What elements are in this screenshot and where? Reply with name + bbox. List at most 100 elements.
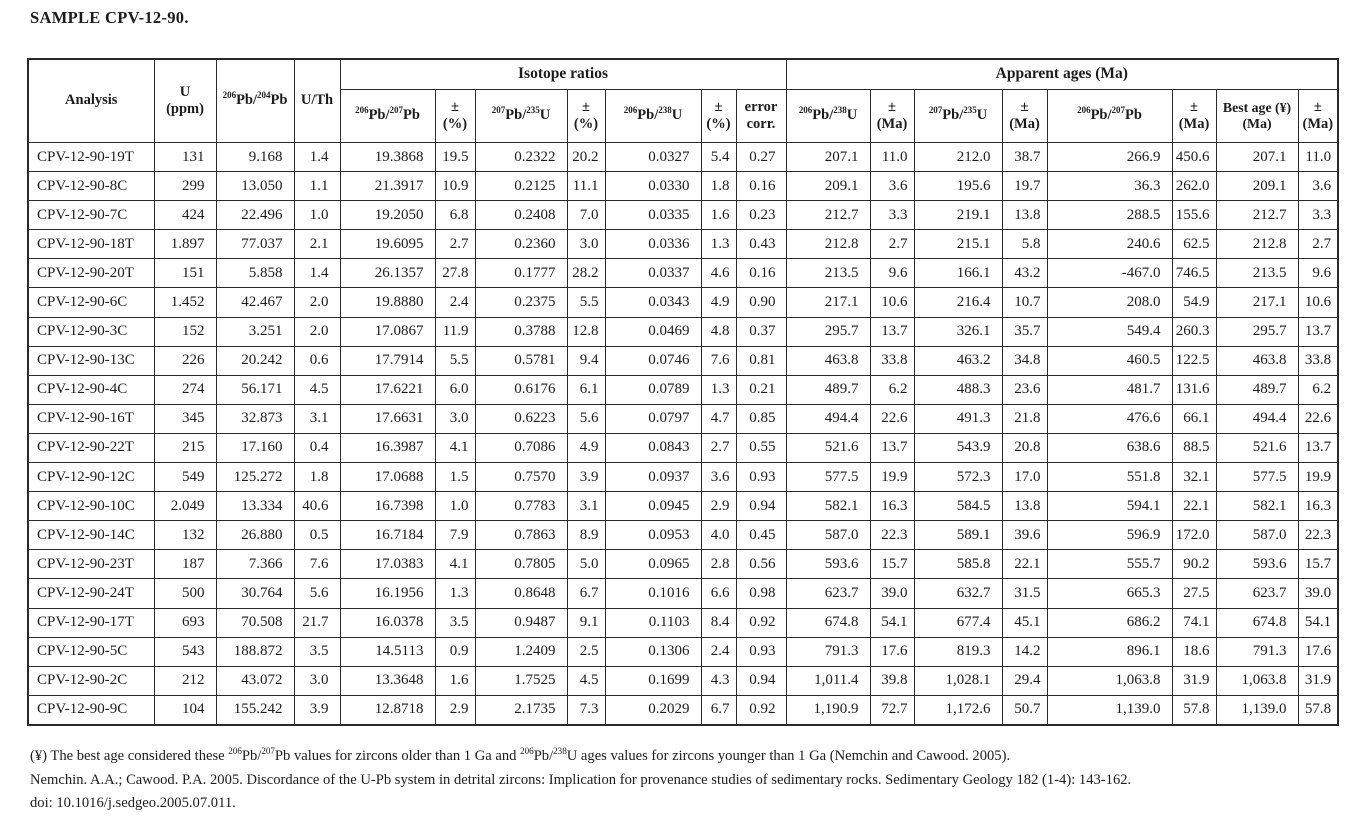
cell-analysis: CPV-12-90-23T	[27, 549, 155, 580]
col-header-ratio-err2: ± (%)	[566, 89, 606, 143]
cell-age-pb207-u235: 572.3	[913, 462, 1003, 493]
cell-ratio-err3: 2.7	[700, 432, 737, 464]
cell-best-age: 593.6	[1215, 549, 1299, 580]
cell-analysis: CPV-12-90-22T	[27, 432, 155, 464]
cell-u-ppm: 226	[153, 345, 217, 376]
cell-u-th: 1.4	[293, 141, 341, 173]
cell-analysis: CPV-12-90-3C	[27, 316, 155, 347]
cell-error-corr: 0.85	[735, 403, 787, 434]
table-row: CPV-12-90-23T 187 7.366 7.6 17.0383 4.1 0.7805…	[27, 549, 1339, 580]
cell-age-err2: 43.2	[1001, 258, 1048, 289]
cell-age-err3: 746.5	[1171, 258, 1217, 289]
cell-best-age-err: 16.3	[1297, 491, 1339, 522]
cell-age-err1: 39.8	[869, 665, 915, 696]
cell-pb206-pb204: 13.334	[215, 491, 295, 522]
cell-ratio-pb206-pb207: 19.8880	[339, 287, 436, 318]
cell-age-err1: 10.6	[869, 287, 915, 318]
cell-u-ppm: 131	[153, 141, 217, 173]
cell-ratio-err1: 4.1	[434, 549, 476, 580]
cell-pb206-pb204: 22.496	[215, 200, 295, 231]
cell-analysis: CPV-12-90-17T	[27, 607, 155, 638]
table-row: CPV-12-90-22T 215 17.160 0.4 16.3987 4.1 0.708…	[27, 432, 1339, 464]
cell-ratio-pb207-u235: 0.5781	[474, 345, 568, 376]
cell-ratio-err3: 4.8	[700, 316, 737, 347]
cell-error-corr: 0.55	[735, 432, 787, 464]
cell-ratio-err1: 7.9	[434, 520, 476, 551]
col-header-ratio-pb207-u235: 207Pb/235U	[474, 89, 568, 143]
cell-ratio-err3: 4.9	[700, 287, 737, 318]
cell-age-pb206-pb207: 638.6	[1046, 432, 1173, 464]
cell-pb206-pb204: 77.037	[215, 229, 295, 260]
cell-age-err3: 57.8	[1171, 694, 1217, 726]
cell-age-pb207-u235: 543.9	[913, 432, 1003, 464]
cell-pb206-pb204: 32.873	[215, 403, 295, 434]
table-row: CPV-12-90-12C 549 125.272 1.8 17.0688 1.5 0.75…	[27, 462, 1339, 493]
group-header-apparent-ages: Apparent ages (Ma)	[785, 58, 1339, 90]
cell-best-age: 209.1	[1215, 171, 1299, 202]
cell-ratio-pb206-u238: 0.1306	[604, 636, 702, 667]
cell-analysis: CPV-12-90-4C	[27, 374, 155, 405]
cell-age-pb206-u238: 213.5	[785, 258, 871, 289]
cell-best-age-err: 54.1	[1297, 607, 1339, 638]
cell-age-err1: 6.2	[869, 374, 915, 405]
cell-best-age: 587.0	[1215, 520, 1299, 551]
cell-age-err1: 22.6	[869, 403, 915, 434]
cell-analysis: CPV-12-90-10C	[27, 491, 155, 522]
cell-ratio-err2: 28.2	[566, 258, 606, 289]
cell-ratio-pb206-pb207: 13.3648	[339, 665, 436, 696]
cell-age-err3: 262.0	[1171, 171, 1217, 202]
cell-ratio-pb207-u235: 0.2375	[474, 287, 568, 318]
cell-age-pb206-pb207: 266.9	[1046, 141, 1173, 173]
cell-best-age-err: 17.6	[1297, 636, 1339, 667]
cell-u-ppm: 187	[153, 549, 217, 580]
cell-age-err2: 17.0	[1001, 462, 1048, 493]
cell-age-err2: 50.7	[1001, 694, 1048, 726]
cell-age-err2: 23.6	[1001, 374, 1048, 405]
cell-best-age-err: 22.6	[1297, 403, 1339, 434]
cell-age-pb207-u235: 819.3	[913, 636, 1003, 667]
cell-analysis: CPV-12-90-8C	[27, 171, 155, 202]
cell-error-corr: 0.23	[735, 200, 787, 231]
cell-ratio-pb206-pb207: 17.0867	[339, 316, 436, 347]
cell-u-ppm: 1.452	[153, 287, 217, 318]
cell-best-age-err: 10.6	[1297, 287, 1339, 318]
table-row: CPV-12-90-16T 345 32.873 3.1 17.6631 3.0 0.622…	[27, 403, 1339, 434]
cell-age-err3: 32.1	[1171, 462, 1217, 493]
cell-ratio-err2: 7.3	[566, 694, 606, 726]
cell-age-pb207-u235: 326.1	[913, 316, 1003, 347]
cell-best-age-err: 13.7	[1297, 432, 1339, 464]
cell-age-pb206-u238: 212.7	[785, 200, 871, 231]
cell-age-err2: 19.7	[1001, 171, 1048, 202]
cell-ratio-pb207-u235: 0.2360	[474, 229, 568, 260]
cell-ratio-pb207-u235: 0.1777	[474, 258, 568, 289]
cell-age-pb206-pb207: 555.7	[1046, 549, 1173, 580]
col-header-age-pb206-u238: 206Pb/238U	[785, 89, 871, 143]
cell-ratio-pb206-pb207: 16.3987	[339, 432, 436, 464]
cell-ratio-err3: 2.8	[700, 549, 737, 580]
cell-ratio-err1: 2.7	[434, 229, 476, 260]
cell-pb206-pb204: 5.858	[215, 258, 295, 289]
table-row: CPV-12-90-3C 152 3.251 2.0 17.0867 11.9 0.3788…	[27, 316, 1339, 347]
cell-best-age: 1,139.0	[1215, 694, 1299, 726]
cell-ratio-err1: 0.9	[434, 636, 476, 667]
cell-ratio-pb207-u235: 0.9487	[474, 607, 568, 638]
cell-error-corr: 0.93	[735, 462, 787, 493]
cell-age-pb206-u238: 207.1	[785, 141, 871, 173]
cell-ratio-err1: 2.9	[434, 694, 476, 726]
col-header-u-th: U/Th	[293, 58, 341, 143]
cell-ratio-pb206-pb207: 16.0378	[339, 607, 436, 638]
cell-age-pb206-pb207: 594.1	[1046, 491, 1173, 522]
cell-best-age-err: 13.7	[1297, 316, 1339, 347]
table-row: CPV-12-90-8C 299 13.050 1.1 21.3917 10.9 0.212…	[27, 171, 1339, 202]
cell-age-err3: 155.6	[1171, 200, 1217, 231]
cell-error-corr: 0.16	[735, 258, 787, 289]
cell-u-th: 0.5	[293, 520, 341, 551]
cell-age-err1: 2.7	[869, 229, 915, 260]
cell-age-err1: 22.3	[869, 520, 915, 551]
cell-ratio-err3: 4.6	[700, 258, 737, 289]
cell-age-pb206-u238: 463.8	[785, 345, 871, 376]
cell-pb206-pb204: 56.171	[215, 374, 295, 405]
cell-best-age-err: 22.3	[1297, 520, 1339, 551]
cell-ratio-err1: 19.5	[434, 141, 476, 173]
cell-best-age: 791.3	[1215, 636, 1299, 667]
